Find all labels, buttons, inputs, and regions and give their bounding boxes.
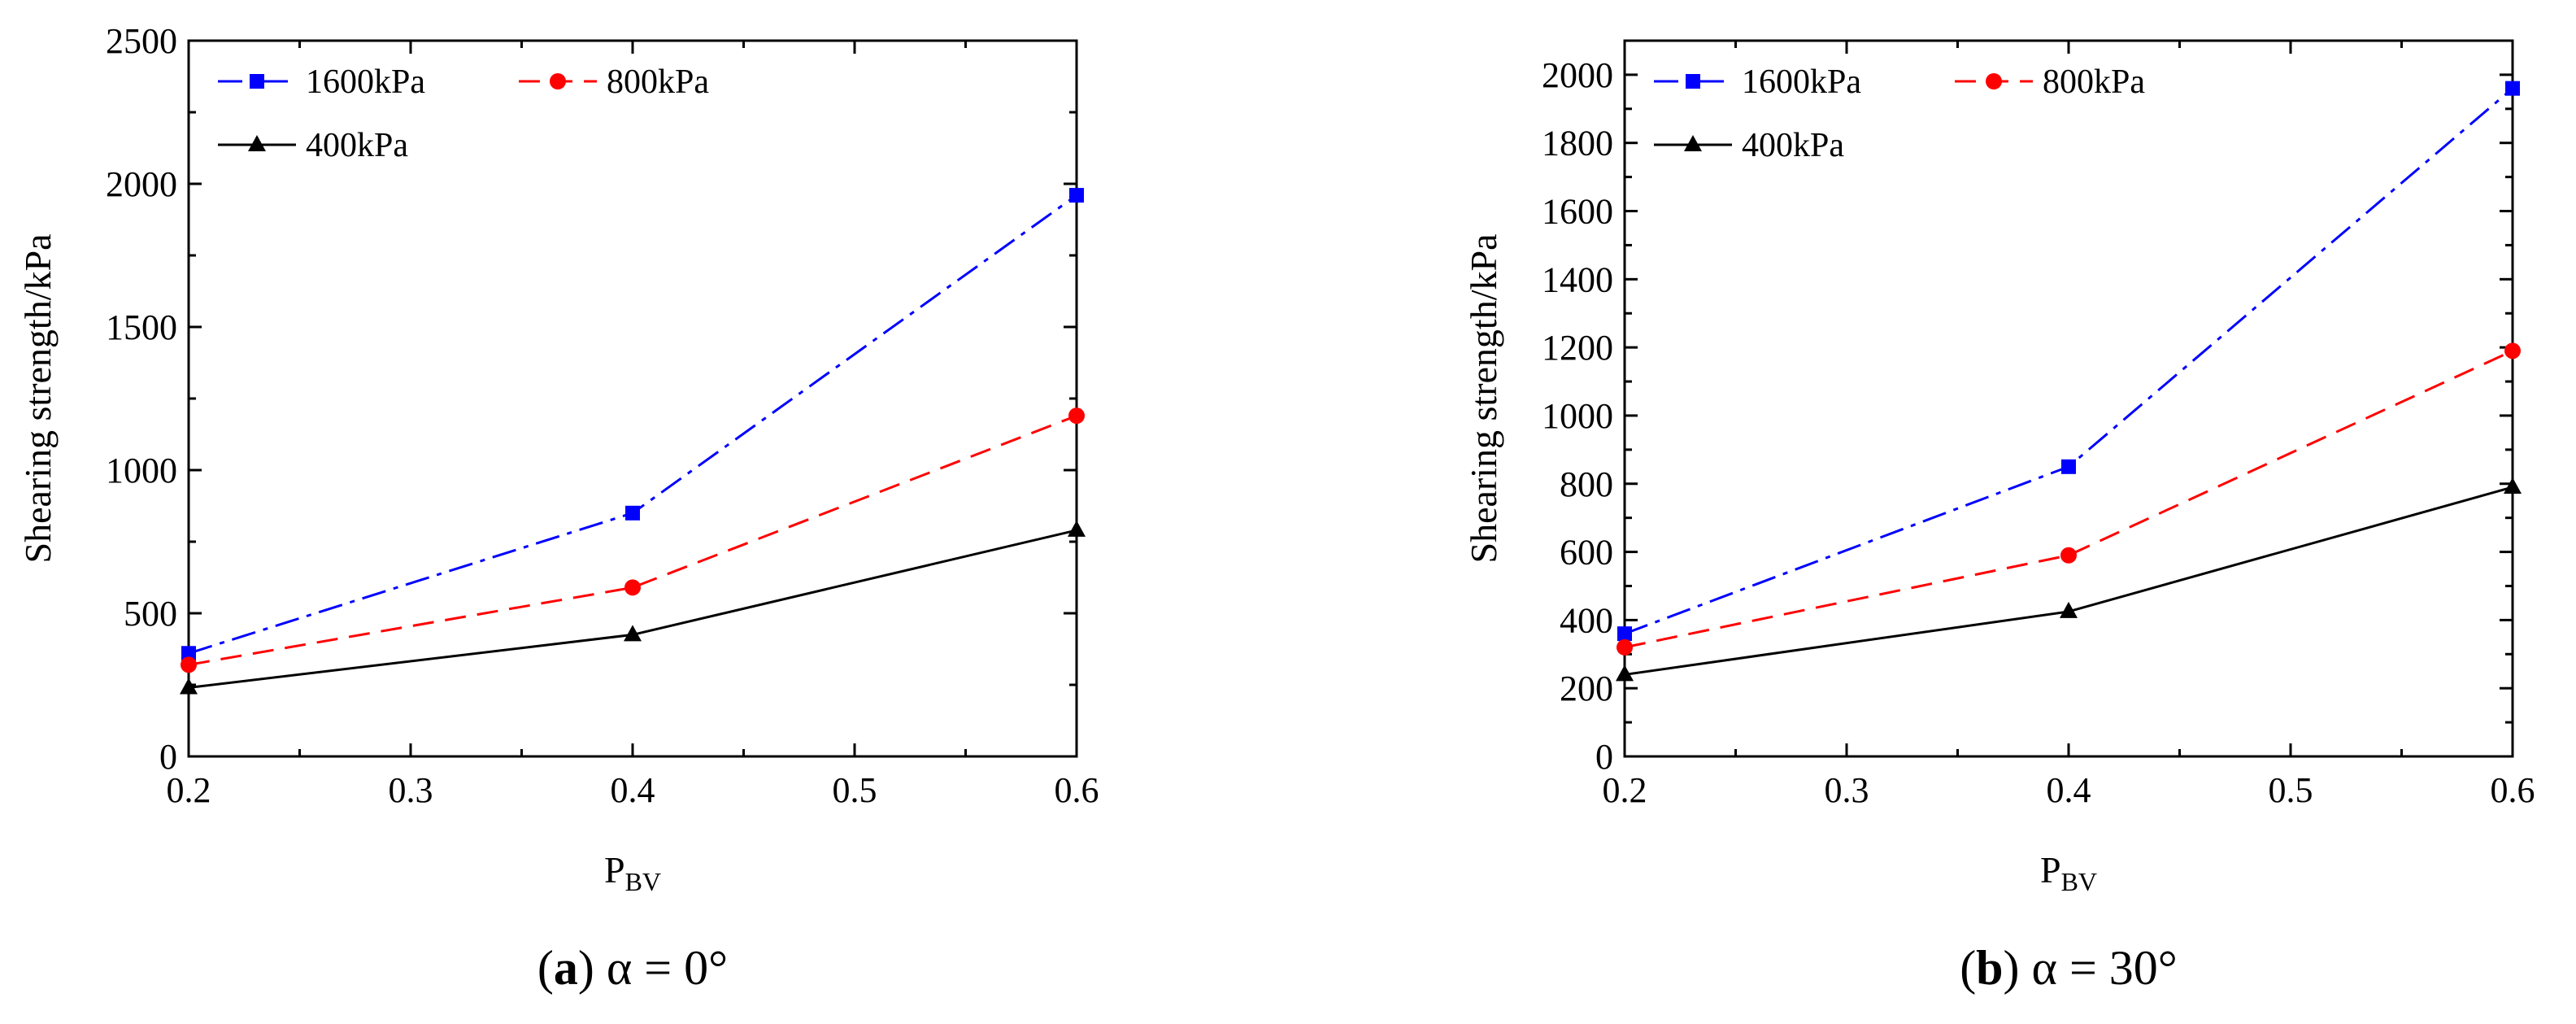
legend-marker (550, 73, 566, 89)
data-point-1600kPa (1069, 188, 1084, 203)
y-ticks-a: 0 500 1000 1500 2000 2500 (106, 21, 1077, 777)
data-point-1600kPa (1617, 626, 1632, 642)
x-axis-title-sub-a: BV (625, 867, 661, 896)
legend-label: 1600kPa (306, 63, 425, 101)
legend-b: 1600kPa 800kPa 400kPa (1654, 63, 2145, 164)
x-axis-title-a: PBV (604, 849, 661, 896)
x-tick-label: 0.6 (2491, 770, 2535, 810)
y-tick-label: 1000 (106, 451, 177, 490)
legend-marker (1986, 73, 2002, 89)
y-tick-label: 2000 (1542, 55, 1613, 95)
y-tick-label: 1600 (1542, 192, 1613, 232)
legend-item-400kPa: 400kPa (218, 127, 408, 164)
data-point-400kPa (624, 625, 642, 642)
data-point-1600kPa (181, 646, 196, 661)
legend-label: 400kPa (1742, 127, 1844, 164)
y-tick-label: 600 (1560, 533, 1613, 573)
x-tick-label: 0.5 (833, 770, 877, 810)
y-tick-label: 1800 (1542, 124, 1613, 163)
x-ticks-a: 0.2 0.3 0.4 0.5 0.6 (167, 41, 1099, 810)
series-line-800kPa (1624, 349, 2513, 649)
y-tick-label: 1400 (1542, 259, 1613, 299)
data-point-400kPa (2504, 477, 2522, 494)
data-point-800kPa (2504, 342, 2521, 359)
legend-label: 800kPa (2043, 63, 2145, 101)
y-tick-label: 1500 (106, 307, 177, 347)
caption-b: (b) α = 30° (1960, 941, 2178, 995)
chart-panel-a: 0 500 1000 1500 2000 2500 0.2 0.3 0.4 0.5 0.6 160… (17, 21, 1099, 995)
data-point-800kPa (624, 579, 641, 596)
y-tick-label: 200 (1560, 669, 1613, 708)
x-tick-label: 0.2 (167, 770, 211, 810)
x-tick-label: 0.3 (389, 770, 433, 810)
caption-letter-a: a (554, 941, 578, 995)
y-tick-label: 800 (1560, 464, 1613, 504)
x-axis-title-b: PBV (2040, 849, 2097, 896)
data-point-1600kPa (625, 505, 640, 521)
x-ticks-b: 0.2 0.3 0.4 0.5 0.6 (1603, 41, 2535, 810)
y-tick-label: 2500 (106, 21, 177, 61)
data-point-400kPa (1068, 520, 1086, 537)
y-ticks-b: 0 200 400 600 800 1000 1200 1400 1600 1800 2000 (1542, 39, 2513, 777)
data-point-400kPa (180, 678, 198, 695)
legend-item-1600kPa: 1600kPa (1654, 63, 1861, 101)
caption-a: (a) α = 0° (537, 941, 728, 995)
legend-item-800kPa: 800kPa (519, 63, 709, 101)
x-axis-title-main-b: P (2040, 849, 2061, 891)
x-tick-label: 0.4 (2047, 770, 2091, 810)
series-layer-b (1616, 81, 2522, 682)
y-tick-label: 0 (159, 737, 177, 777)
x-tick-label: 0.3 (1825, 770, 1869, 810)
data-point-400kPa (2060, 601, 2078, 618)
chart-panel-b: 0 200 400 600 800 1000 1200 1400 1600 1800 2000 0.… (1463, 39, 2535, 995)
y-tick-label: 1200 (1542, 328, 1613, 368)
y-tick-label: 500 (124, 594, 177, 634)
series-line-400kPa (188, 529, 1077, 690)
x-axis-title-sub-b: BV (2061, 867, 2097, 896)
legend-marker (1684, 135, 1702, 151)
legend-label: 400kPa (306, 127, 408, 164)
series-line-400kPa (1624, 486, 2513, 676)
data-point-1600kPa (2505, 81, 2520, 96)
data-point-800kPa (1068, 407, 1085, 425)
x-axis-title-main-a: P (604, 849, 625, 891)
y-tick-label: 0 (1595, 737, 1613, 777)
y-tick-label: 400 (1560, 600, 1613, 640)
caption-text-b: α = 30° (2032, 941, 2178, 995)
y-tick-label: 1000 (1542, 396, 1613, 436)
x-tick-label: 0.5 (2269, 770, 2313, 810)
legend-item-800kPa: 800kPa (1955, 63, 2145, 101)
legend-marker (250, 74, 264, 89)
legend-marker (248, 135, 266, 151)
legend-item-1600kPa: 1600kPa (218, 63, 425, 101)
series-layer-a (180, 188, 1086, 695)
legend-item-400kPa: 400kPa (1654, 127, 1844, 164)
data-point-800kPa (181, 656, 197, 673)
data-point-1600kPa (2061, 459, 2076, 474)
x-tick-label: 0.4 (611, 770, 655, 810)
legend-label: 1600kPa (1742, 63, 1861, 101)
legend-label: 800kPa (607, 63, 709, 101)
data-point-800kPa (1617, 638, 1633, 656)
x-tick-label: 0.6 (1055, 770, 1099, 810)
y-tick-label: 2000 (106, 164, 177, 204)
data-point-400kPa (1616, 665, 1634, 682)
caption-text-a: α = 0° (607, 941, 728, 995)
data-point-800kPa (2060, 547, 2077, 564)
series-line-800kPa (188, 414, 1077, 666)
caption-letter-b: b (1976, 941, 2003, 995)
legend-marker (1686, 74, 1700, 89)
x-tick-label: 0.2 (1603, 770, 1647, 810)
y-axis-title-b: Shearing strength/kPa (1463, 234, 1504, 564)
y-axis-title-a: Shearing strength/kPa (17, 234, 59, 564)
legend-a: 1600kPa 800kPa 400kPa (218, 63, 709, 164)
